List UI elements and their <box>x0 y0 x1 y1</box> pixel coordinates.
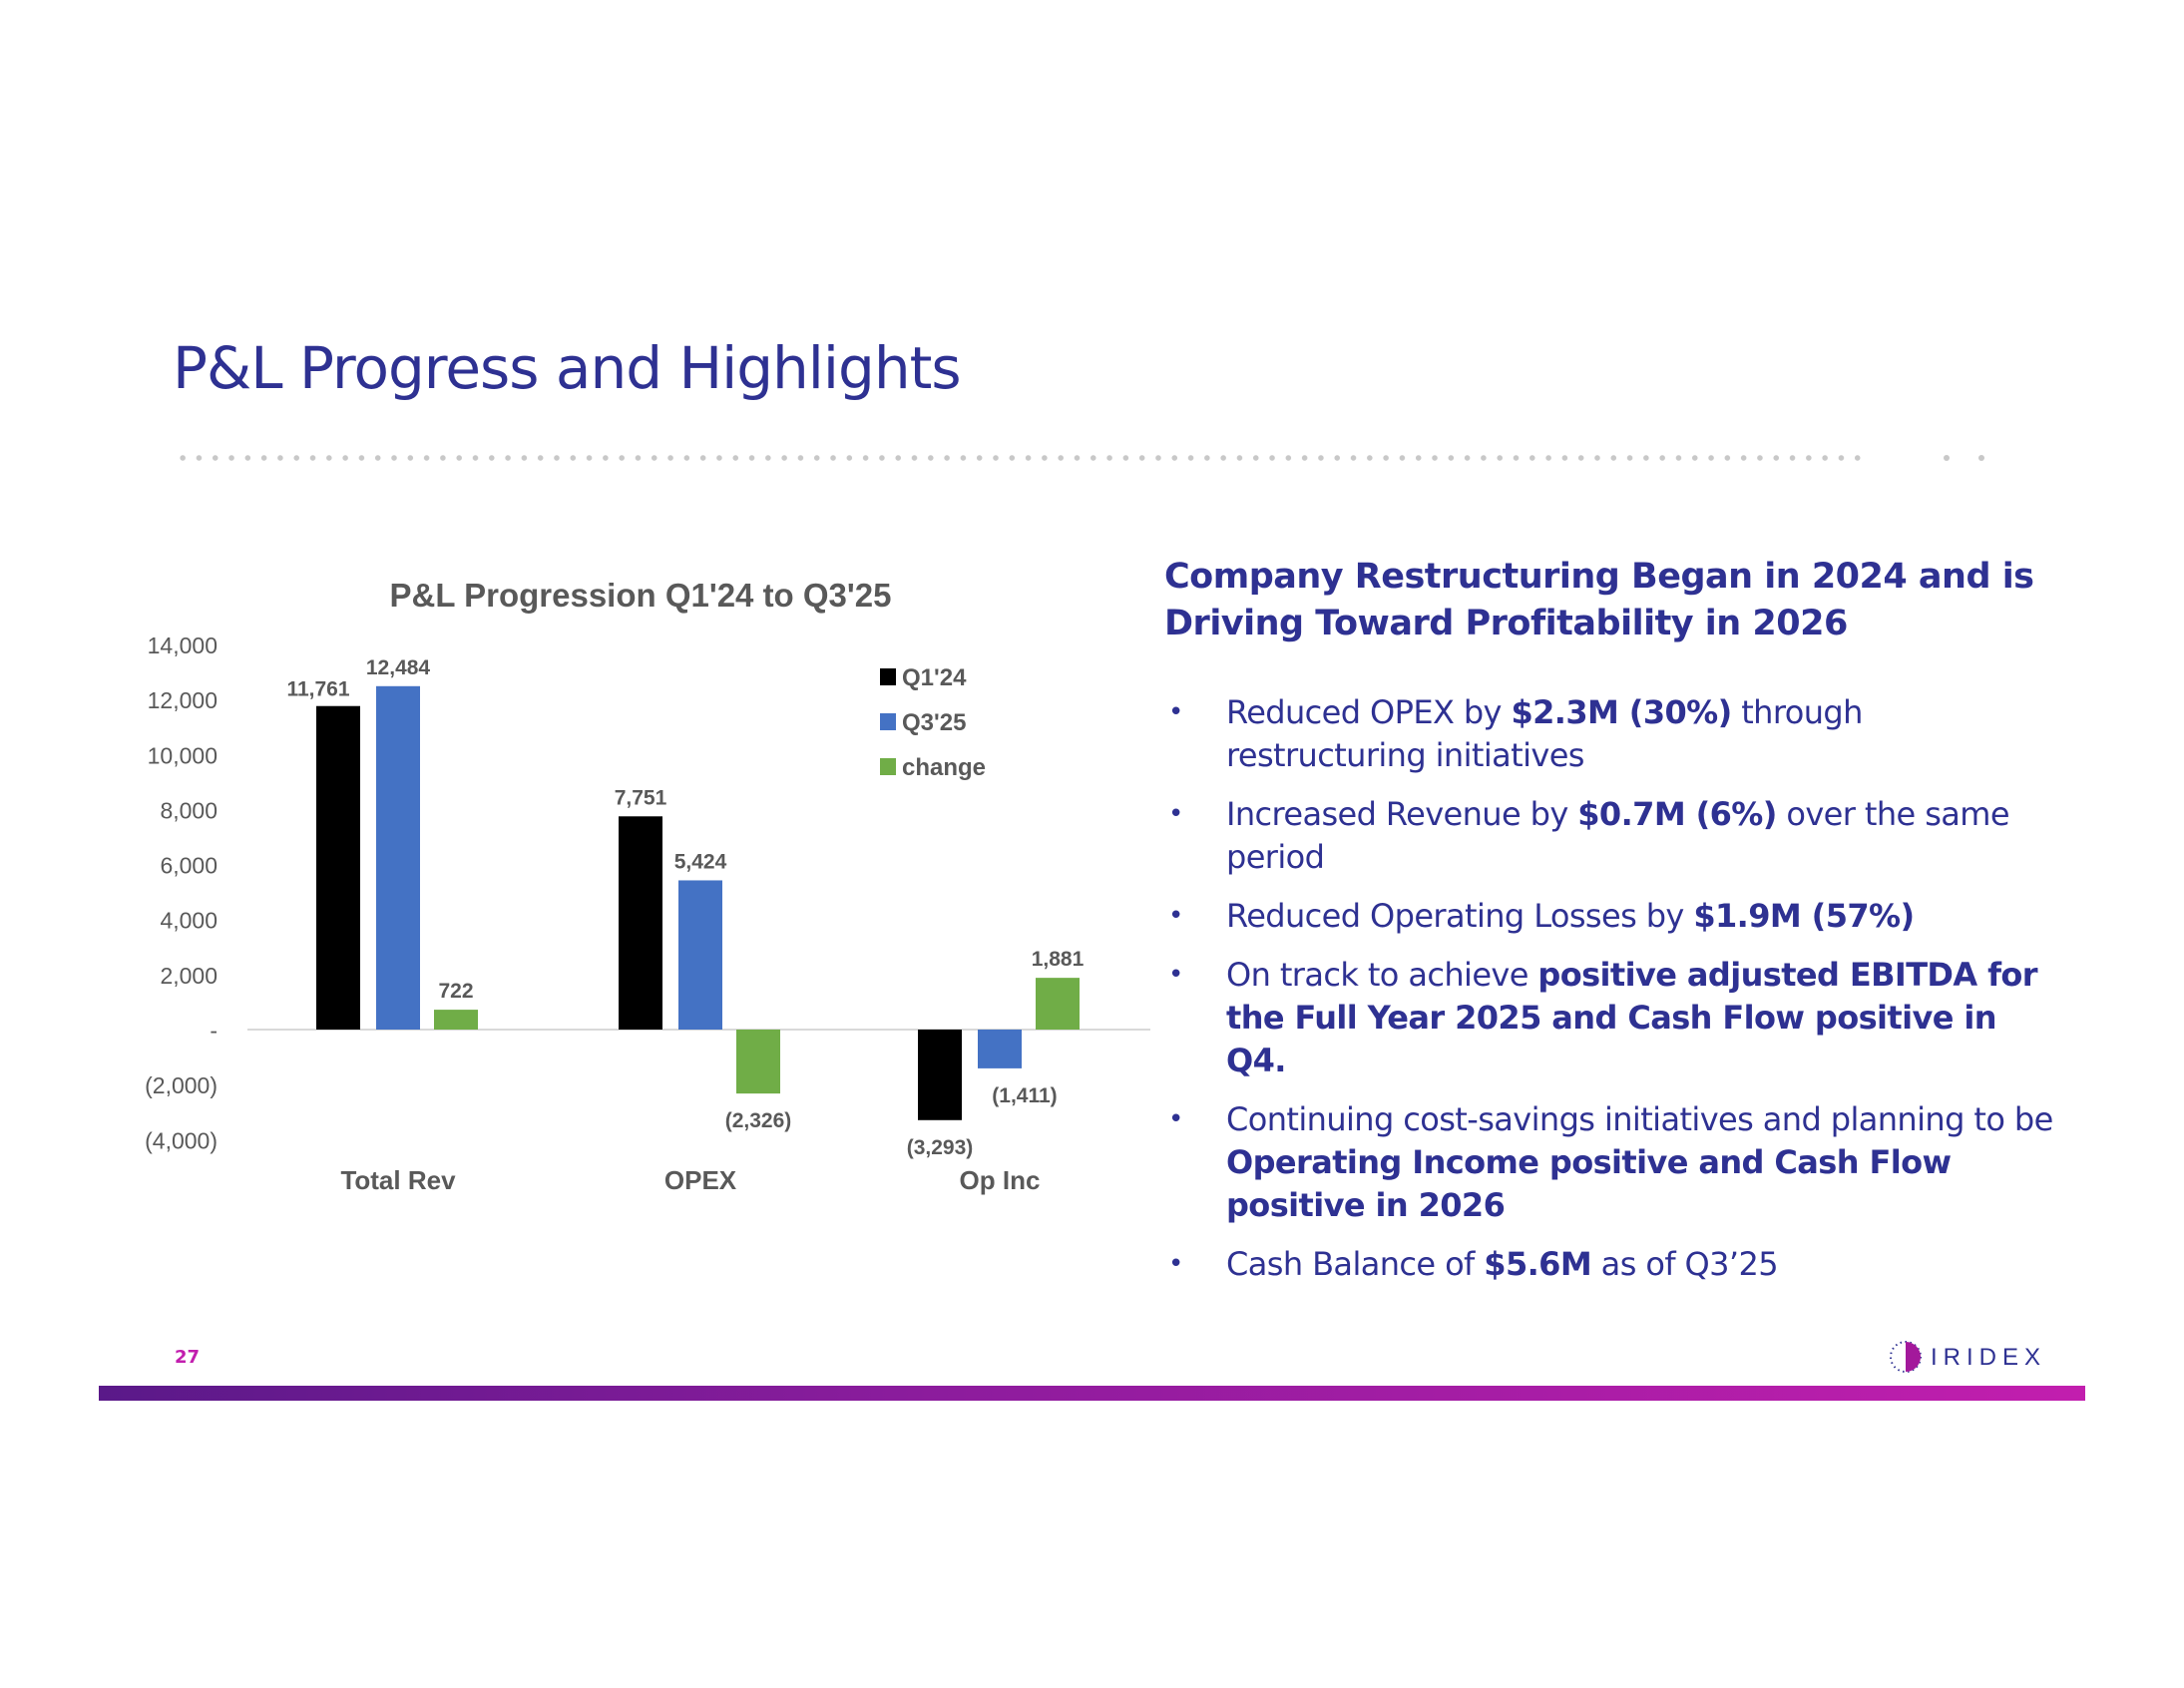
bar-q124 <box>619 816 662 1030</box>
bullet-icon: • <box>1168 960 1183 990</box>
data-label: 5,424 <box>674 850 727 873</box>
divider-dot <box>1944 455 1950 461</box>
bullet-icon: • <box>1168 1249 1183 1279</box>
data-label: (3,293) <box>907 1136 974 1159</box>
legend-swatch <box>880 758 896 775</box>
logo-mark-icon <box>1890 1341 1922 1373</box>
page-title: P&L Progress and Highlights <box>173 334 962 402</box>
category-label: Total Rev <box>340 1165 456 1195</box>
legend-label: Q1'24 <box>902 664 967 691</box>
highlights-list: • Reduced OPEX by $2.3M (30%) through res… <box>1164 691 2062 1302</box>
chart-title: P&L Progression Q1'24 to Q3'25 <box>390 577 892 614</box>
highlight-emphasis: positive adjusted EBITDA for the Full Ye… <box>1226 956 2038 1079</box>
data-label: (1,411) <box>992 1084 1057 1107</box>
highlight-item: • Increased Revenue by $0.7M (6%) over th… <box>1164 793 2062 879</box>
legend-swatch <box>880 668 896 685</box>
data-label: 7,751 <box>615 786 667 809</box>
page-number: 27 <box>175 1347 201 1368</box>
highlight-emphasis: Operating Income positive and Cash Flow … <box>1226 1143 1952 1224</box>
highlight-text: Increased Revenue by <box>1226 795 1578 833</box>
logo-text: IRIDEX <box>1931 1344 2046 1371</box>
bar-q124 <box>316 705 360 1030</box>
category-label: Op Inc <box>960 1165 1041 1195</box>
footer-bar <box>99 1386 2085 1401</box>
highlight-emphasis: $0.7M (6%) <box>1577 795 1777 833</box>
highlight-emphasis: $5.6M <box>1484 1245 1592 1283</box>
highlight-text: Reduced Operating Losses by <box>1226 897 1694 935</box>
legend-swatch <box>880 713 896 730</box>
highlight-text: On track to achieve <box>1226 956 1538 994</box>
y-tick-label: 6,000 <box>160 853 218 879</box>
y-tick-label: 14,000 <box>148 633 218 658</box>
bullet-icon: • <box>1168 799 1183 829</box>
bullet-icon: • <box>1168 1104 1183 1134</box>
highlights-heading: Company Restructuring Began in 2024 and … <box>1164 554 2062 647</box>
heading-line: Driving Toward Profitability in 2026 <box>1164 604 1848 643</box>
highlight-item: • Reduced OPEX by $2.3M (30%) through res… <box>1164 691 2062 777</box>
highlight-text: Reduced OPEX by <box>1226 693 1512 731</box>
bullet-icon: • <box>1168 697 1183 727</box>
y-tick-label: - <box>210 1018 218 1044</box>
highlight-item: • Cash Balance of $5.6M as of Q3’25 <box>1164 1243 2062 1286</box>
data-label: 12,484 <box>366 656 431 679</box>
dotted-divider <box>175 455 1871 461</box>
bar-q325 <box>678 880 722 1030</box>
divider-dot <box>1978 455 1984 461</box>
y-tick-label: 10,000 <box>148 742 218 768</box>
y-tick-label: 12,000 <box>148 687 218 713</box>
bar-change <box>434 1010 478 1030</box>
bar-q325 <box>978 1030 1022 1068</box>
y-tick-label: (2,000) <box>145 1072 218 1098</box>
y-tick-label: (4,000) <box>145 1127 218 1153</box>
highlight-item: • On track to achieve positive adjusted E… <box>1164 954 2062 1082</box>
highlight-item: • Continuing cost-savings initiatives and… <box>1164 1098 2062 1227</box>
y-tick-label: 4,000 <box>160 908 218 934</box>
legend-label: Q3'25 <box>902 709 966 736</box>
bar-q124 <box>918 1030 962 1120</box>
highlight-emphasis: $1.9M (57%) <box>1693 897 1915 935</box>
bar-q325 <box>376 685 420 1030</box>
bullet-icon: • <box>1168 901 1183 931</box>
highlight-text: as of Q3’25 <box>1591 1245 1779 1283</box>
iridex-logo: IRIDEX <box>1890 1341 2046 1373</box>
legend-label: change <box>902 754 986 781</box>
highlight-text: through restructuring initiatives <box>1226 693 1863 774</box>
pl-progression-chart: P&L Progression Q1'24 to Q3'25 14,000 12,0… <box>145 577 1150 1195</box>
y-tick-label: 2,000 <box>160 963 218 989</box>
y-tick-label: 8,000 <box>160 797 218 823</box>
highlight-text: Cash Balance of <box>1226 1245 1485 1283</box>
bar-change <box>1036 978 1080 1030</box>
data-label: (2,326) <box>725 1109 792 1132</box>
data-label: 722 <box>438 980 473 1003</box>
bar-change <box>736 1030 780 1094</box>
highlight-item: • Reduced Operating Losses by $1.9M (57%) <box>1164 895 2062 938</box>
data-label: 1,881 <box>1032 948 1085 971</box>
highlight-text: over the same period <box>1226 795 2010 876</box>
category-label: OPEX <box>664 1165 737 1195</box>
highlight-emphasis: $2.3M (30%) <box>1511 693 1732 731</box>
highlight-text: Continuing cost-savings initiatives and … <box>1226 1100 2053 1138</box>
data-label: 11,761 <box>286 678 349 701</box>
heading-line: Company Restructuring Began in 2024 and … <box>1164 557 2034 597</box>
